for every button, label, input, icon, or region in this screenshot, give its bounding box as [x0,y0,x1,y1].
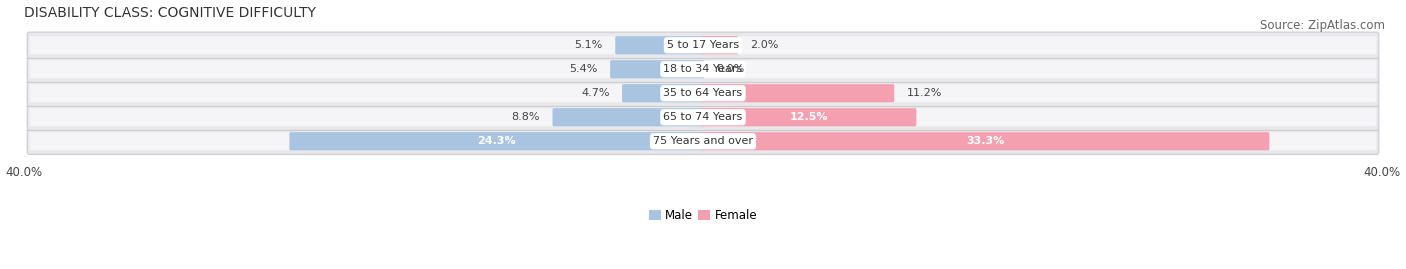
FancyBboxPatch shape [702,84,894,102]
FancyBboxPatch shape [621,84,704,102]
FancyBboxPatch shape [290,132,704,150]
Text: 75 Years and over: 75 Years and over [652,136,754,146]
Text: 11.2%: 11.2% [907,88,942,98]
FancyBboxPatch shape [27,128,1379,154]
Text: 5 to 17 Years: 5 to 17 Years [666,40,740,50]
Text: 12.5%: 12.5% [790,112,828,122]
Text: DISABILITY CLASS: COGNITIVE DIFFICULTY: DISABILITY CLASS: COGNITIVE DIFFICULTY [24,6,316,20]
Text: 4.7%: 4.7% [581,88,610,98]
Text: 18 to 34 Years: 18 to 34 Years [664,64,742,74]
FancyBboxPatch shape [27,104,1379,130]
Text: 24.3%: 24.3% [478,136,516,146]
Text: 35 to 64 Years: 35 to 64 Years [664,88,742,98]
Text: 2.0%: 2.0% [751,40,779,50]
FancyBboxPatch shape [30,36,1376,54]
FancyBboxPatch shape [702,132,1270,150]
FancyBboxPatch shape [553,108,704,126]
Text: 5.4%: 5.4% [569,64,598,74]
FancyBboxPatch shape [30,108,1376,126]
FancyBboxPatch shape [702,36,738,54]
Text: 33.3%: 33.3% [966,136,1005,146]
FancyBboxPatch shape [30,60,1376,78]
Text: 0.0%: 0.0% [717,64,745,74]
Legend: Male, Female: Male, Female [644,204,762,227]
Text: 65 to 74 Years: 65 to 74 Years [664,112,742,122]
FancyBboxPatch shape [702,108,917,126]
Text: 8.8%: 8.8% [512,112,540,122]
FancyBboxPatch shape [30,132,1376,150]
Text: 5.1%: 5.1% [575,40,603,50]
Text: Source: ZipAtlas.com: Source: ZipAtlas.com [1260,19,1385,32]
FancyBboxPatch shape [27,32,1379,58]
FancyBboxPatch shape [27,56,1379,83]
FancyBboxPatch shape [616,36,704,54]
FancyBboxPatch shape [610,60,704,78]
FancyBboxPatch shape [30,84,1376,102]
FancyBboxPatch shape [27,80,1379,107]
